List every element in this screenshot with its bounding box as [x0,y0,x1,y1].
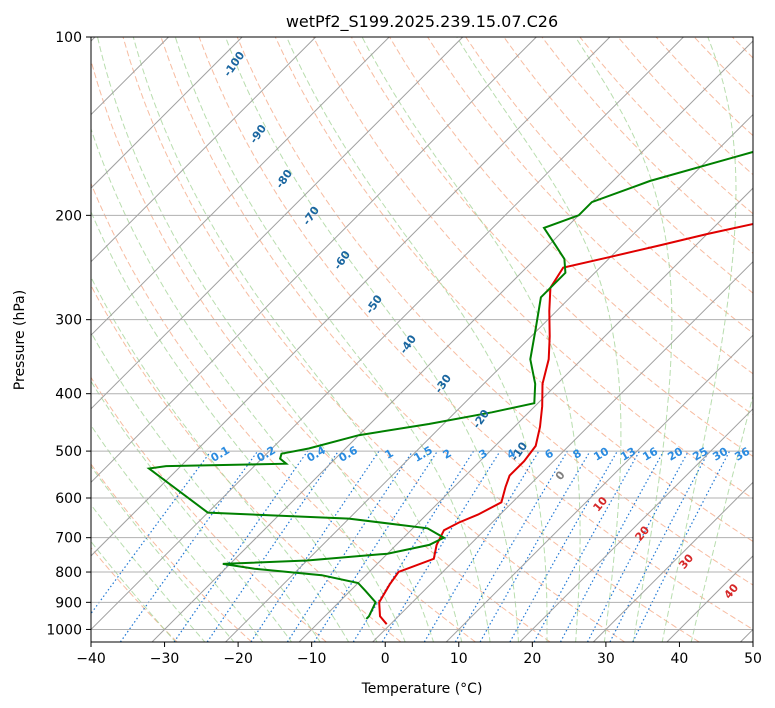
moist-adiabat [361,37,581,642]
dry-adiabat [503,37,753,294]
dry-adiabat [91,376,327,642]
mixing-ratio-line [313,450,438,642]
mixing-ratio-line [119,450,259,642]
x-tick-label: −20 [223,651,253,667]
x-tick-label: 10 [450,651,468,667]
y-tick-label: 700 [55,531,82,547]
y-axis-ticks: 1000 900 800 700 600 500 400 300 200 100 [46,30,91,638]
moist-adiabat [91,503,206,642]
moist-adiabat [91,540,177,642]
moist-adiabat [174,37,491,642]
isotherm [592,481,753,642]
isotherm [91,37,390,336]
dry-adiabat [91,58,551,642]
moist-adiabat [91,210,378,642]
x-axis-ticks: −40 −30 −20 −10 0 10 20 30 40 50 [76,642,762,667]
x-axis-label: Temperature (°C) [361,681,483,697]
moist-adiabat [91,276,350,642]
profiles [146,150,753,625]
dewpoint-profile [146,150,753,620]
x-tick-label: 40 [671,651,689,667]
isotherm [151,40,753,642]
y-axis-label: Pressure (hPa) [12,290,28,390]
temperature-profile [378,222,753,625]
isotherm [372,260,753,642]
isotherms [91,37,753,642]
dry-adiabat [389,37,753,416]
isotherm [298,187,753,642]
x-tick-label: 0 [381,651,390,667]
mixing-ratio-line [509,450,618,642]
x-tick-label: 50 [744,651,762,667]
isotherm [91,37,684,631]
moist-adiabat [286,37,548,642]
isotherm [91,37,317,263]
moist-adiabat [574,37,673,642]
mixing-ratio-line [206,450,339,642]
moist-adiabat [132,37,463,642]
y-tick-label: 900 [55,595,82,611]
dry-adiabat [312,37,753,500]
moist-adiabat [91,380,293,642]
dry-adiabat [198,37,753,630]
y-tick-label: 400 [55,387,82,403]
moist-adiabat [91,465,235,642]
moist-adiabat [456,37,622,642]
mixing-ratio-line [250,450,380,642]
x-tick-label: 20 [523,651,541,667]
y-tick-label: 200 [55,208,82,224]
moist-adiabat [225,37,520,642]
dry-adiabat [91,546,178,642]
x-tick-label: −30 [150,651,180,667]
y-tick-label: 300 [55,313,82,329]
isotherm [225,113,753,642]
dry-adiabat [427,37,753,375]
mixing-ratio-line [91,450,212,615]
plot-frame [90,36,754,643]
chart-title: wetPf2_S199.2025.239.15.07.C26 [286,12,558,32]
dry-adiabats [91,37,753,642]
moist-adiabat [661,37,737,642]
mixing-ratio-line [381,450,501,642]
x-tick-label: 30 [597,651,615,667]
mixing-ratio-line [286,450,414,642]
isotherm [91,37,464,410]
mixing-ratio-line [533,450,641,642]
y-tick-label: 100 [55,30,82,46]
x-tick-label: −40 [76,651,106,667]
pressure-gridlines [91,37,753,630]
dry-adiabat [91,182,476,642]
mixing-ratio-line [559,450,665,642]
y-tick-label: 1000 [46,622,82,638]
isotherm [445,334,753,642]
moist-adiabat [91,424,264,642]
plot-area: -100-90-80-70-60-50-40-30-20-10010203040… [91,37,753,642]
mixing-ratio-line [173,450,309,642]
isotherm [91,37,537,484]
mixing-ratio-line [352,450,475,642]
isotherm [519,408,753,642]
dry-adiabat [122,37,625,642]
y-tick-label: 600 [55,491,82,507]
mixing-ratio-line [632,450,731,642]
isotherm [91,37,243,189]
dry-adiabat [236,37,753,586]
moist-adiabats [91,37,753,642]
mixing-ratio-lines [91,450,731,642]
y-tick-label: 800 [55,565,82,581]
y-tick-label: 500 [55,444,82,460]
dry-adiabat [274,37,753,543]
moist-adiabat [91,127,406,642]
x-tick-label: −10 [297,651,327,667]
isotherm [91,37,611,557]
dry-adiabat [91,463,253,642]
